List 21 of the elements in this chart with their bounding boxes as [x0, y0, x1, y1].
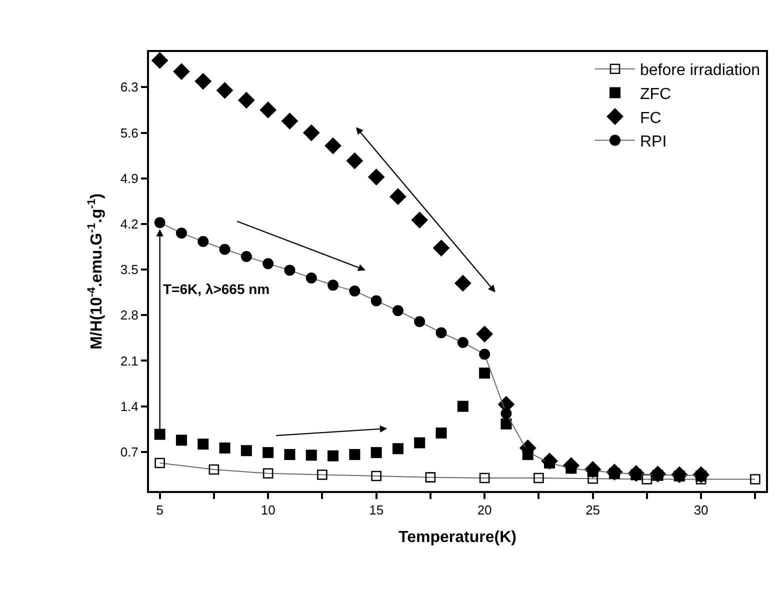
legend-label: FC [640, 110, 662, 127]
y-tick-label: 0.7 [120, 444, 138, 460]
legend-label: ZFC [640, 86, 672, 103]
y-tick-label: 3.5 [120, 262, 138, 278]
x-tick-label: 15 [369, 502, 384, 518]
legend-label: RPI [640, 134, 667, 151]
y-tick-label: 6.3 [120, 80, 138, 95]
y-tick-label: 5.6 [120, 125, 138, 140]
x-tick-label: 10 [260, 502, 276, 518]
x-tick-label: 30 [694, 502, 708, 518]
x-axis-title: Temperature(K) [398, 528, 516, 546]
y-tick-label: 1.4 [120, 398, 138, 414]
x-tick-label: 20 [477, 502, 492, 518]
x-tick-label: 5 [156, 502, 164, 518]
y-tick-label: 2.8 [120, 308, 138, 323]
y-tick-label: 4.2 [120, 216, 138, 232]
x-tick-label: 25 [586, 502, 600, 518]
y-tick-label: 4.9 [120, 170, 138, 186]
annotation: T=6K, λ>665 nm [163, 281, 270, 297]
legend-label: before irradiation [640, 62, 760, 80]
y-tick-label: 2.1 [120, 353, 138, 368]
